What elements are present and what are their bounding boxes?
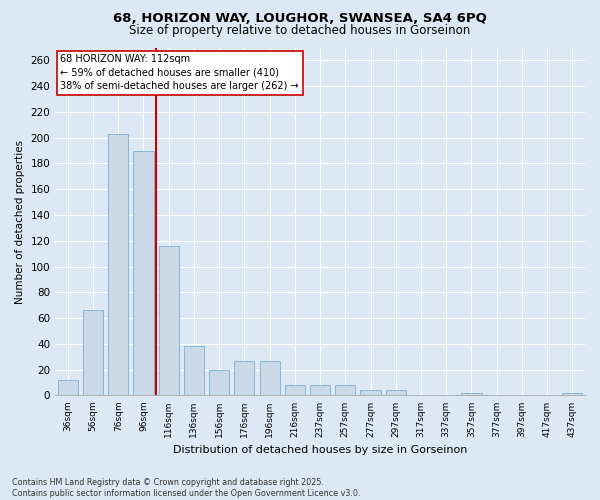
Bar: [184, 346, 204, 396]
Text: Size of property relative to detached houses in Gorseinon: Size of property relative to detached ho…: [130, 24, 470, 37]
Text: Contains HM Land Registry data © Crown copyright and database right 2025.
Contai: Contains HM Land Registry data © Crown c…: [12, 478, 361, 498]
Text: 68, HORIZON WAY, LOUGHOR, SWANSEA, SA4 6PQ: 68, HORIZON WAY, LOUGHOR, SWANSEA, SA4 6…: [113, 12, 487, 26]
Text: 68 HORIZON WAY: 112sqm
← 59% of detached houses are smaller (410)
38% of semi-de: 68 HORIZON WAY: 112sqm ← 59% of detached…: [61, 54, 299, 91]
Bar: [158, 246, 179, 396]
Bar: [562, 393, 583, 396]
Bar: [260, 360, 280, 396]
Bar: [133, 150, 154, 396]
Bar: [461, 393, 482, 396]
Bar: [108, 134, 128, 396]
Bar: [310, 385, 330, 396]
Bar: [83, 310, 103, 396]
Y-axis label: Number of detached properties: Number of detached properties: [15, 140, 25, 304]
Bar: [285, 385, 305, 396]
Bar: [235, 360, 254, 396]
Bar: [58, 380, 78, 396]
Bar: [209, 370, 229, 396]
Bar: [335, 385, 355, 396]
Bar: [361, 390, 380, 396]
X-axis label: Distribution of detached houses by size in Gorseinon: Distribution of detached houses by size …: [173, 445, 467, 455]
Bar: [386, 390, 406, 396]
